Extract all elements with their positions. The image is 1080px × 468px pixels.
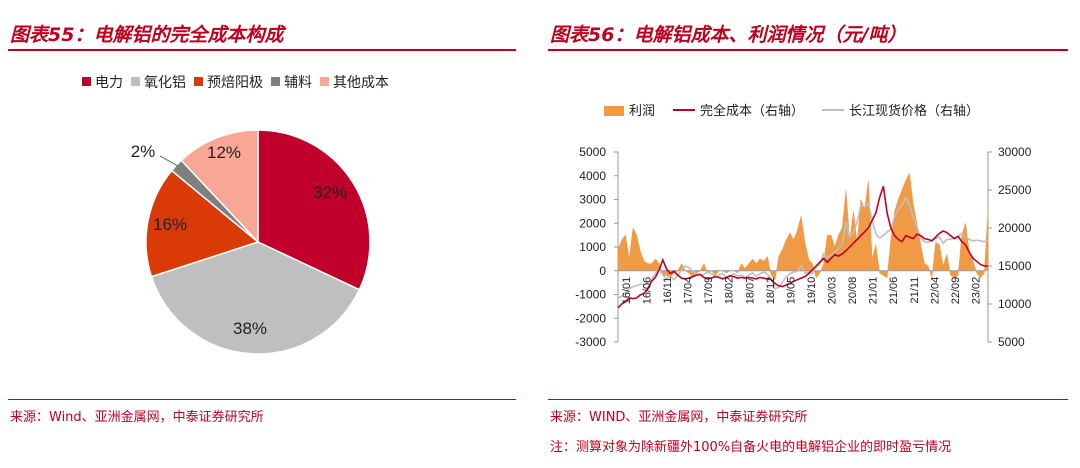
x-tick-label: 23/02: [971, 277, 983, 305]
pie-slice: [257, 129, 371, 291]
pie-leader-line: [159, 155, 179, 167]
x-tick-label: 22/09: [950, 277, 962, 305]
right-title-rule: [548, 49, 1068, 51]
x-tick-label: 17/09: [703, 277, 715, 305]
right-figure-title: 图表56：电解铝成本、利润情况（元/吨）: [550, 24, 907, 46]
left-y-tick-label: 3000: [579, 193, 606, 207]
x-tick-label: 17/04: [683, 277, 695, 305]
combo-legend-item: 长江现货价格（右轴）: [822, 100, 979, 119]
left-source-rule: [8, 399, 516, 400]
legend-label: 完全成本（右轴）: [700, 104, 805, 119]
x-tick-label: 22/04: [929, 277, 941, 305]
x-tick-label: 18/02: [724, 277, 736, 305]
full-cost-line: [617, 185, 988, 309]
profit-area: [617, 172, 989, 281]
pie-legend-item: 辅料: [271, 72, 312, 92]
pie-slice-label: 12%: [207, 143, 241, 162]
left-y-tick-label: -3000: [575, 335, 606, 349]
x-tick-label: 19/10: [806, 277, 818, 305]
left-y-tick-label: 2000: [579, 216, 606, 230]
x-tick-label: 20/03: [827, 277, 839, 305]
right-figure-panel: 图表56：电解铝成本、利润情况（元/吨） 利润 完全成本（右轴） 长江现货价格（右轴…: [540, 0, 1080, 468]
legend-swatch: [673, 109, 696, 111]
spot-price-line: [617, 195, 989, 299]
left-figure-title: 图表55：电解铝的完全成本构成: [10, 24, 284, 46]
legend-label: 其他成本: [333, 75, 389, 91]
pie-slice: [145, 169, 260, 278]
right-y-tick-label: 15000: [998, 259, 1032, 273]
legend-swatch: [320, 77, 329, 86]
legend-label: 氧化铝: [144, 75, 186, 91]
combo-legend-item: 利润: [604, 100, 655, 119]
legend-label: 长江现货价格（右轴）: [849, 104, 980, 119]
legend-label: 预焙阳极: [207, 75, 263, 91]
pie-legend-item: 氧化铝: [131, 72, 186, 92]
x-tick-label: 21/06: [888, 277, 900, 305]
right-y-tick-label: 30000: [998, 145, 1032, 159]
pie-legend-item: 其他成本: [320, 72, 389, 92]
pie-legend-item: 预焙阳极: [194, 72, 263, 92]
right-y-tick-label: 10000: [998, 297, 1032, 311]
pie-chart: 32% 38% 16% 2% 12%: [131, 129, 371, 355]
right-y-tick-label: 20000: [998, 221, 1032, 235]
x-tick-label: 16/06: [641, 277, 653, 305]
pie-slice-label: 2%: [131, 142, 156, 161]
right-y-tick-label: 5000: [998, 335, 1025, 349]
x-tick-label: 21/11: [909, 277, 921, 304]
legend-swatch: [822, 109, 845, 111]
legend-swatch: [604, 106, 624, 116]
x-tick-label: 18/07: [744, 277, 756, 305]
right-source-rule: [548, 399, 1068, 400]
legend-label: 辅料: [284, 75, 312, 91]
combo-legend-item: 完全成本（右轴）: [673, 100, 804, 119]
legend-swatch: [82, 77, 91, 86]
left-title-rule: [8, 49, 516, 51]
x-tick-label: 19/05: [785, 277, 797, 305]
pie-slice: [180, 129, 259, 244]
legend-swatch: [271, 77, 280, 86]
legend-swatch: [131, 77, 140, 86]
left-y-tick-label: 1000: [579, 240, 606, 254]
pie-slice-label: 16%: [153, 215, 187, 234]
x-tick-label: 16/01: [621, 277, 633, 305]
pie-slice: [150, 241, 361, 355]
x-tick-label: 16/11: [662, 277, 674, 304]
left-y-tick-label: 5000: [579, 145, 606, 159]
x-tick-label: 21/01: [868, 277, 880, 305]
pie-slice-label: 38%: [233, 319, 267, 338]
pie-legend-item: 电力: [82, 72, 123, 92]
right-source-text: 来源：WIND、亚洲金属网，中泰证券研究所: [550, 410, 808, 425]
left-figure-panel: 图表55：电解铝的完全成本构成 电力 氧化铝 预焙阳极 辅料 其他成本 32% 38% 16…: [0, 0, 528, 468]
pie-legend: 电力 氧化铝 预焙阳极 辅料 其他成本: [82, 72, 397, 92]
right-y-tick-label: 25000: [998, 183, 1032, 197]
x-tick-label: 20/08: [847, 277, 859, 305]
combo-legend: 利润 完全成本（右轴） 长江现货价格（右轴）: [604, 100, 997, 119]
left-y-tick-label: 4000: [579, 169, 606, 183]
left-y-tick-label: -1000: [575, 288, 606, 302]
legend-label: 利润: [629, 104, 656, 119]
legend-label: 电力: [95, 75, 123, 91]
left-y-tick-label: 0: [599, 264, 606, 278]
left-y-tick-label: -2000: [575, 311, 606, 325]
left-source-text: 来源：Wind、亚洲金属网，中泰证券研究所: [10, 410, 264, 425]
pie-slice-label: 32%: [313, 183, 347, 202]
right-note-text: 注：测算对象为除新疆外100%自备火电的电解铝企业的即时盈亏情况: [550, 440, 952, 455]
profit-cost-chart: 500040003000200010000-1000-2000-30003000…: [575, 145, 1032, 349]
x-tick-label: 18/12: [765, 277, 777, 305]
legend-swatch: [194, 77, 203, 86]
